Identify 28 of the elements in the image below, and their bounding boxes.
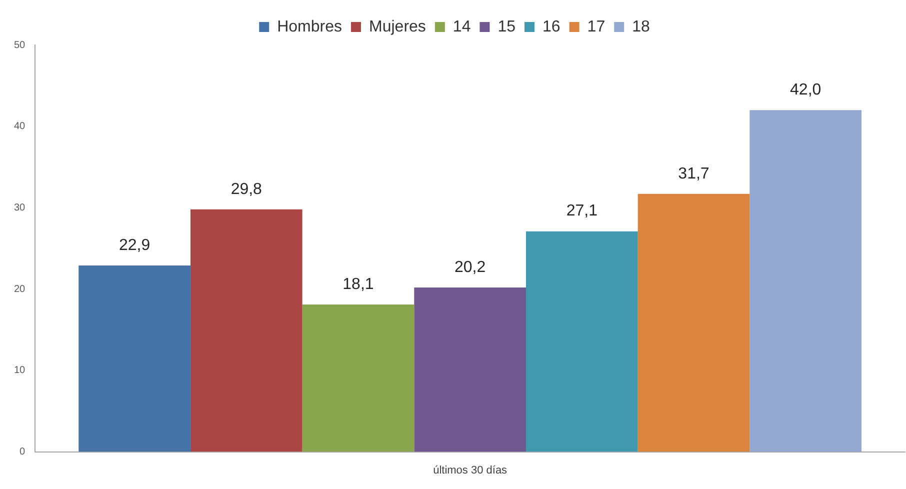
legend-label: 14 — [452, 18, 471, 36]
y-tick-label: 50 — [14, 40, 26, 51]
data-label: 18,1 — [342, 276, 374, 293]
bar — [638, 194, 750, 452]
x-tick-label: últimos 30 días — [433, 464, 508, 476]
bar — [750, 110, 862, 452]
legend-label: Mujeres — [369, 18, 426, 36]
data-label: 29,8 — [230, 180, 262, 198]
legend-label: 16 — [542, 18, 560, 36]
bar — [190, 209, 302, 452]
y-tick-label: 0 — [20, 446, 26, 458]
y-tick-label: 20 — [14, 284, 26, 295]
data-label: 20,2 — [454, 258, 486, 276]
y-tick-label: 10 — [14, 365, 26, 376]
bar — [302, 304, 414, 452]
data-label: 27,1 — [566, 202, 598, 220]
bar — [526, 231, 638, 452]
legend-label: 17 — [587, 18, 606, 36]
legend-label: 18 — [632, 18, 650, 36]
bar — [414, 287, 526, 452]
y-tick-label: 30 — [14, 202, 26, 214]
legend-label: Hombres — [277, 18, 342, 36]
data-label: 31,7 — [678, 165, 710, 182]
y-tick-label: 40 — [14, 121, 26, 132]
legend-label: 15 — [498, 18, 516, 36]
data-label: 22,9 — [118, 236, 150, 254]
data-label: 42,0 — [790, 81, 822, 98]
bar — [78, 265, 190, 452]
